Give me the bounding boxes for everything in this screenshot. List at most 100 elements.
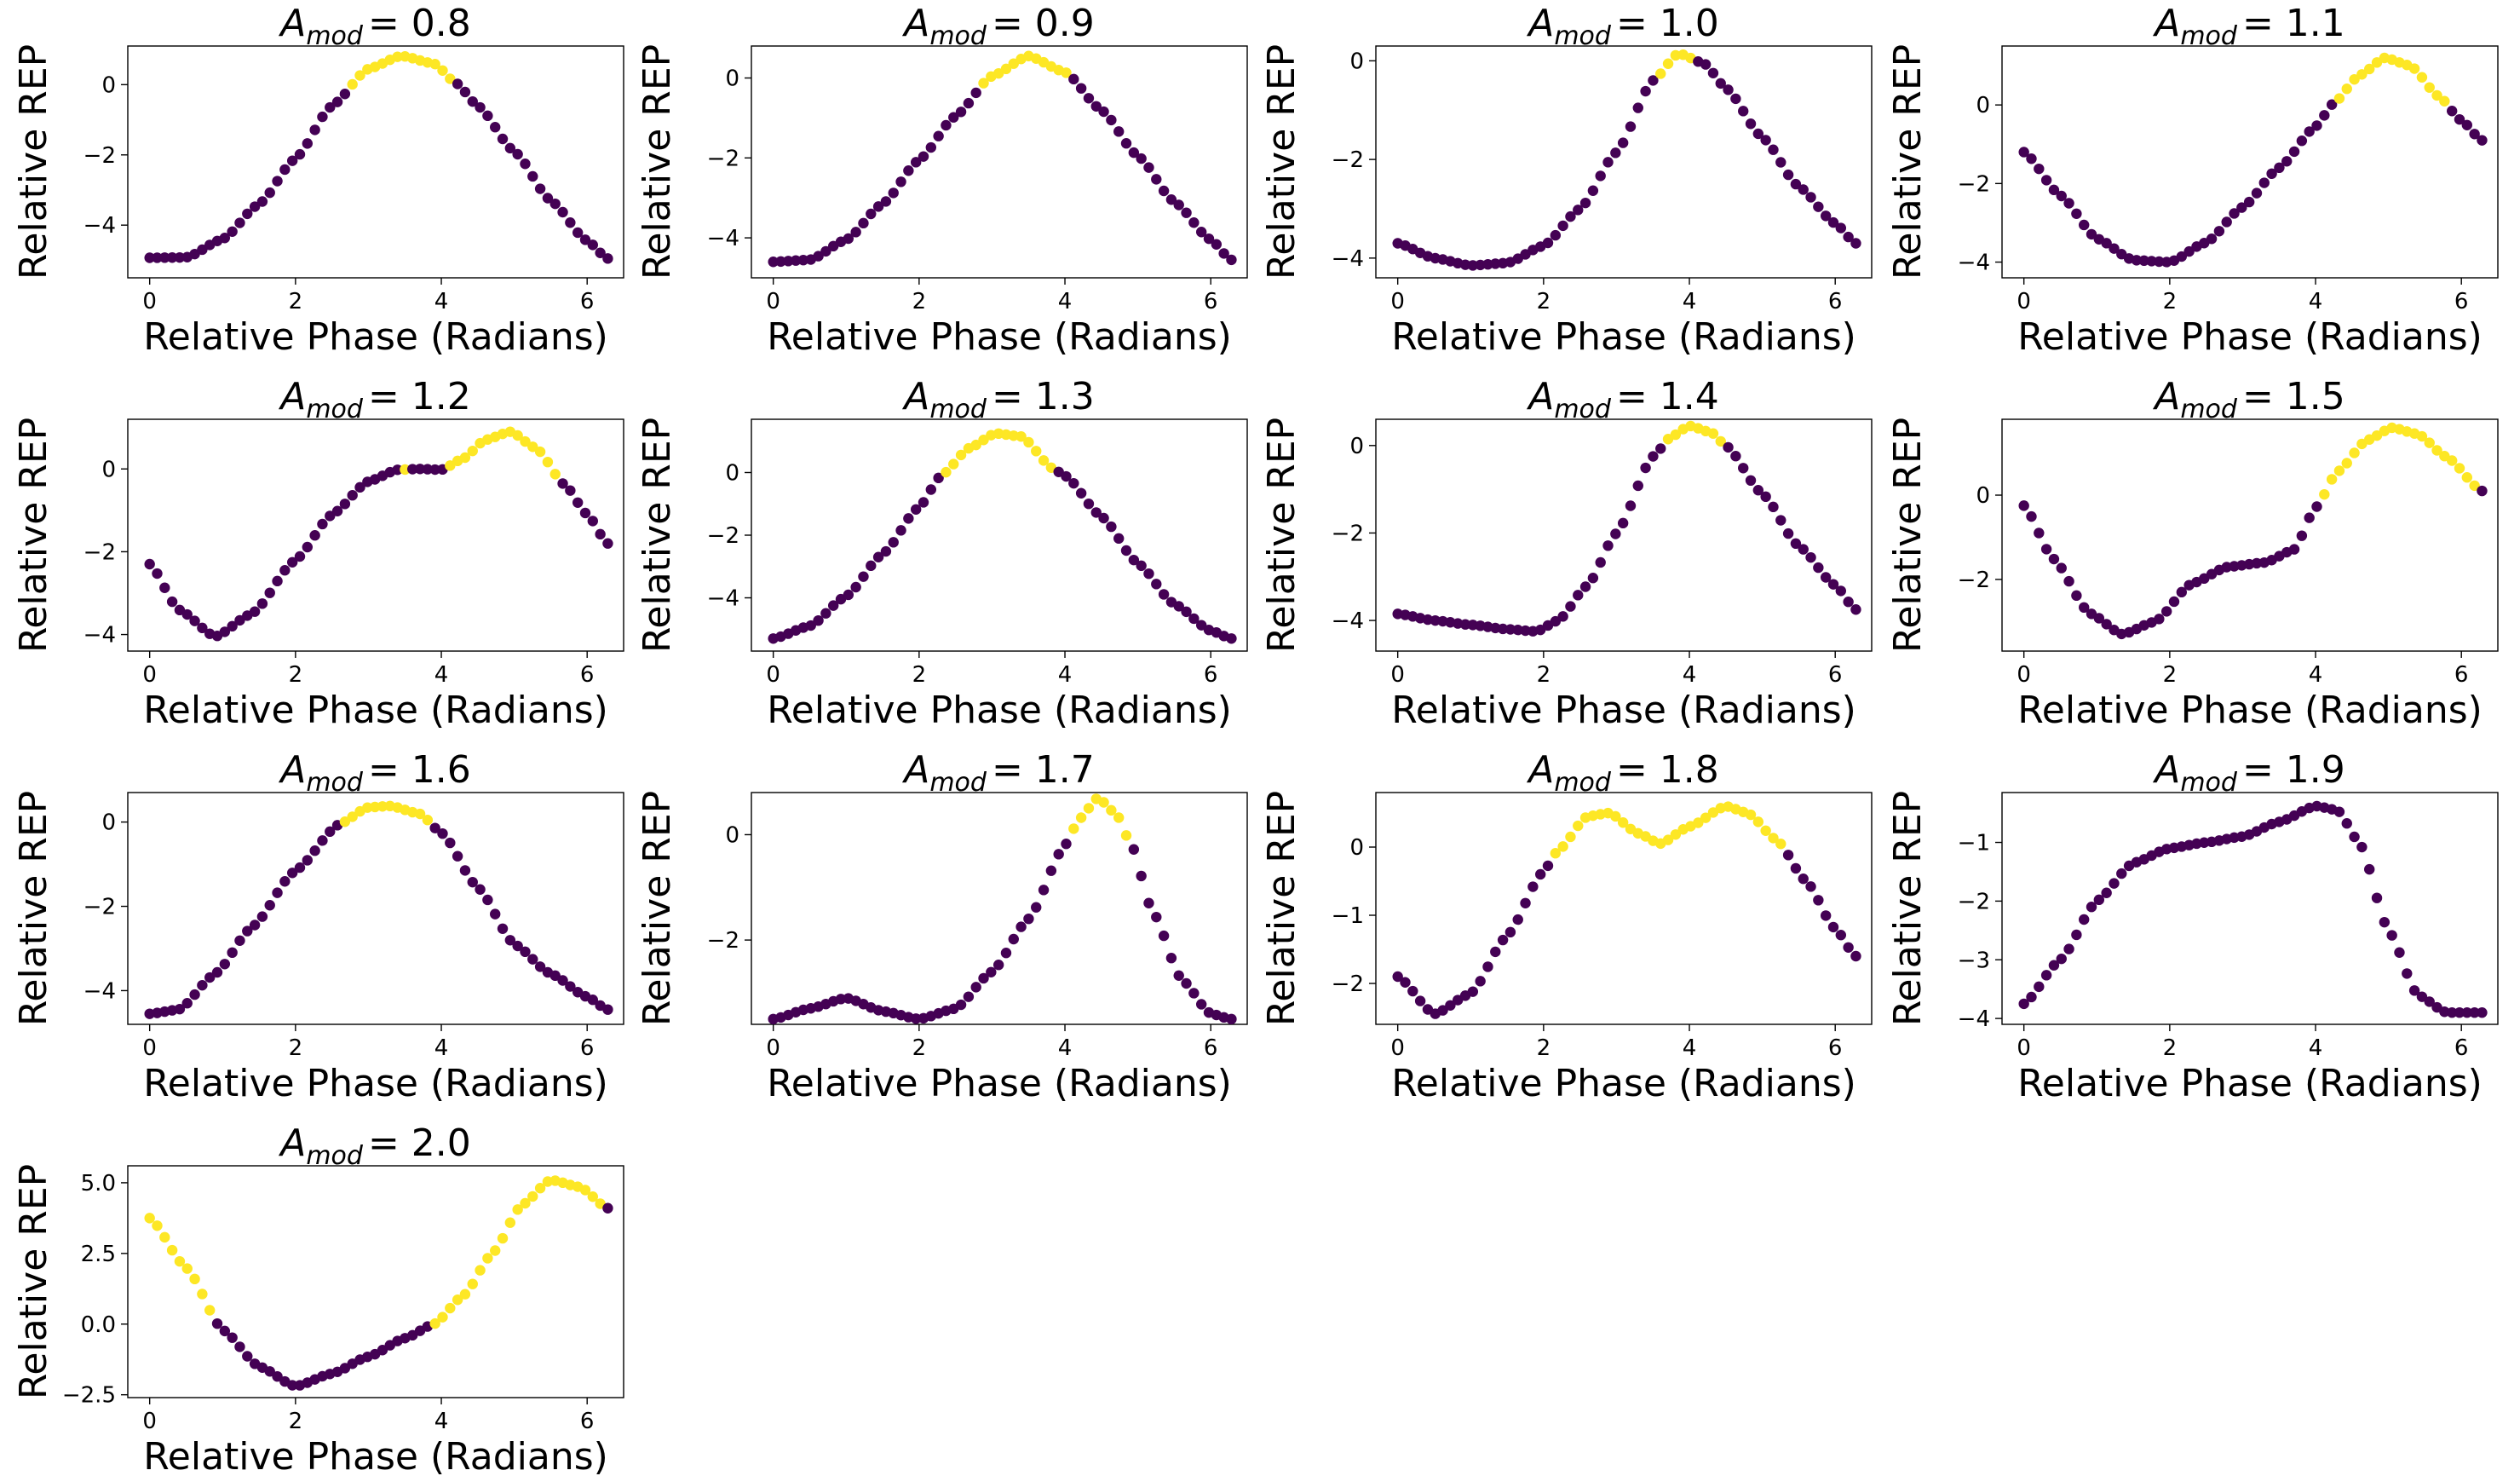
subplot-0: 0 2 4 6 −4 −2 0 Amod = 0.8 Relative Phase (Radian… xyxy=(12,2,624,359)
x-tick-label: 4 xyxy=(434,289,449,314)
data-point-high xyxy=(2356,69,2368,80)
data-point xyxy=(1031,902,1042,913)
data-point xyxy=(2071,208,2082,219)
data-point xyxy=(467,876,478,888)
data-point xyxy=(1602,540,1614,551)
data-point xyxy=(2071,929,2082,941)
data-point xyxy=(1400,977,1411,988)
x-tick-label: 2 xyxy=(912,1035,927,1061)
data-point xyxy=(1068,73,1079,85)
data-point-high xyxy=(1015,431,1027,442)
data-point-high xyxy=(1000,63,1012,75)
data-point-high xyxy=(144,1213,155,1224)
data-point xyxy=(1715,78,1726,89)
data-point xyxy=(820,608,831,619)
data-point xyxy=(925,141,937,153)
data-point xyxy=(2304,512,2315,523)
data-point-high xyxy=(445,73,456,84)
data-point xyxy=(2026,991,2037,1003)
data-point xyxy=(2281,156,2293,167)
data-point xyxy=(1173,199,1184,210)
data-point xyxy=(858,571,869,582)
data-point xyxy=(2101,238,2112,249)
data-point xyxy=(354,481,365,493)
data-point xyxy=(422,464,434,475)
data-point-high xyxy=(2461,472,2473,483)
data-point-high xyxy=(2341,84,2352,95)
x-tick-label: 4 xyxy=(434,1409,449,1434)
data-point xyxy=(234,1341,245,1352)
data-point-high xyxy=(2446,455,2458,466)
data-point xyxy=(1617,517,1629,529)
data-point xyxy=(783,256,794,267)
data-point xyxy=(1181,977,1192,989)
y-tick-label: 0 xyxy=(1349,49,1364,74)
data-point-high xyxy=(197,1289,208,1300)
data-point xyxy=(197,244,208,256)
data-point-high xyxy=(587,1191,599,1202)
data-point-high xyxy=(978,435,989,446)
data-point xyxy=(219,1325,231,1337)
data-point xyxy=(1045,865,1057,876)
subplot-10: 0 2 4 6 −2 −1 0 Amod = 1.8 Relative Phase (Radian… xyxy=(1260,748,1873,1105)
data-point xyxy=(1505,926,1516,938)
data-point xyxy=(1813,562,1824,574)
plot-title: Amod = 1.9 xyxy=(2152,748,2345,798)
data-point xyxy=(2109,878,2120,889)
data-point-high xyxy=(2341,458,2352,469)
x-tick-label: 2 xyxy=(2163,1035,2178,1061)
y-axis-label: Relative REP xyxy=(12,791,55,1026)
data-point xyxy=(1113,533,1125,545)
y-tick-label: −2 xyxy=(1958,171,1990,197)
data-point xyxy=(2288,544,2300,555)
data-point xyxy=(1805,881,1816,892)
x-tick-label: 4 xyxy=(1683,1035,1697,1061)
data-point xyxy=(1475,976,1486,987)
data-point xyxy=(2101,619,2112,630)
x-tick-label: 0 xyxy=(766,289,780,314)
data-point xyxy=(1512,914,1523,925)
data-point xyxy=(2131,255,2143,266)
data-point-high xyxy=(497,1232,509,1244)
y-tick-label: −2 xyxy=(1958,568,1990,593)
data-point xyxy=(895,176,906,187)
x-axis-label: Relative Phase (Radians) xyxy=(1391,689,1856,732)
plot-title: Amod = 1.4 xyxy=(1526,375,1719,424)
data-point xyxy=(294,862,306,873)
data-point xyxy=(1632,102,1643,113)
data-point xyxy=(587,516,599,527)
data-point xyxy=(219,233,231,244)
data-point xyxy=(219,959,231,970)
data-point xyxy=(828,600,839,611)
data-point xyxy=(2116,868,2127,879)
data-point xyxy=(948,112,959,123)
x-axis-label: Relative Phase (Radians) xyxy=(767,315,1232,359)
data-point xyxy=(2168,596,2180,608)
data-point xyxy=(1625,121,1637,132)
data-point xyxy=(2109,243,2120,254)
data-point xyxy=(1211,239,1223,250)
data-point xyxy=(2349,831,2360,843)
subplot-4: 0 2 4 6 −4 −2 0 Amod = 1.2 Relative Phase (Radian… xyxy=(12,375,624,732)
data-point xyxy=(309,530,320,541)
data-point xyxy=(1610,147,1621,159)
data-point xyxy=(572,497,584,508)
data-point xyxy=(227,226,238,237)
data-point xyxy=(1075,487,1087,499)
data-point xyxy=(2138,255,2149,267)
data-point-high xyxy=(1610,810,1621,822)
data-point xyxy=(286,868,298,879)
data-point xyxy=(286,556,298,568)
y-tick-label: 0 xyxy=(725,822,739,848)
data-point xyxy=(910,1013,922,1024)
plot-frame xyxy=(127,792,624,1025)
data-point-high xyxy=(1707,428,1719,439)
data-point xyxy=(2446,106,2458,117)
data-point-high xyxy=(2319,488,2330,500)
data-point xyxy=(1195,620,1207,631)
y-tick-label: −2 xyxy=(83,539,116,565)
data-point xyxy=(1226,1013,1237,1025)
data-point xyxy=(1437,1005,1448,1016)
y-axis-label: Relative REP xyxy=(636,791,679,1026)
data-point xyxy=(2018,500,2029,511)
